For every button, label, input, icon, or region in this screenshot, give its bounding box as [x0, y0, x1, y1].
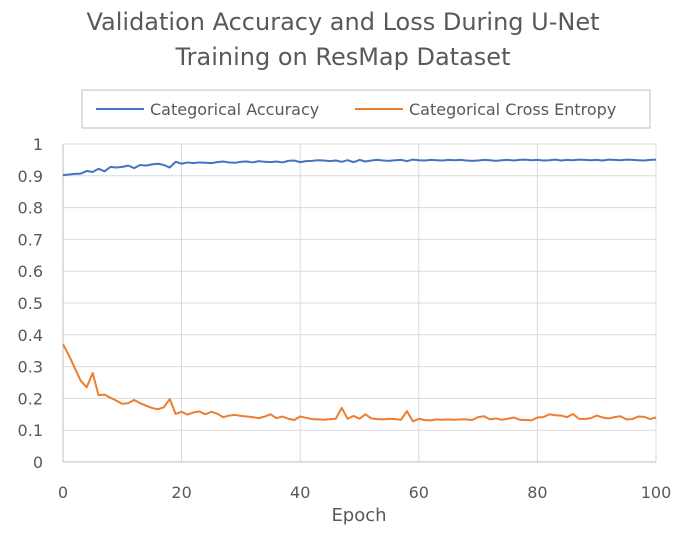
y-tick-label: 0.1	[18, 421, 43, 440]
legend-label-accuracy: Categorical Accuracy	[150, 100, 319, 119]
chart-title-line-1: Validation Accuracy and Loss During U-Ne…	[86, 8, 599, 36]
legend-label-cross-entropy: Categorical Cross Entropy	[409, 100, 616, 119]
x-axis-label: Epoch	[331, 505, 386, 526]
y-tick-label: 0	[33, 453, 43, 472]
chart-title-line-2: Training on ResMap Dataset	[175, 43, 511, 71]
x-tick-label: 40	[290, 483, 310, 502]
y-tick-label: 0.4	[18, 326, 43, 345]
tick-label-layer: 0 0.1 0.2 0.3 0.4 0.5 0.6 0.7 0.8 0.9 1 0 20 40 60 80 10…	[18, 135, 672, 502]
y-tick-label: 0.9	[18, 167, 43, 186]
x-tick-label: 60	[409, 483, 429, 502]
axis-layer	[62, 144, 656, 463]
x-tick-label: 20	[171, 483, 191, 502]
x-tick-label: 80	[527, 483, 547, 502]
series-line-categorical-accuracy	[62, 158, 657, 177]
x-tick-label: 100	[641, 483, 672, 502]
y-tick-label: 0.5	[18, 294, 43, 313]
y-tick-label: 0.3	[18, 358, 43, 377]
y-tick-label: 0.8	[18, 199, 43, 218]
x-tick-label: 0	[58, 483, 68, 502]
y-tick-label: 0.6	[18, 262, 43, 281]
series-line-categorical-cross-entropy	[62, 343, 657, 423]
series-layer	[62, 158, 657, 423]
y-tick-label: 0.2	[18, 389, 43, 408]
grid-layer	[63, 143, 657, 462]
y-tick-label: 1	[33, 135, 43, 154]
y-tick-label: 0.7	[18, 230, 43, 249]
